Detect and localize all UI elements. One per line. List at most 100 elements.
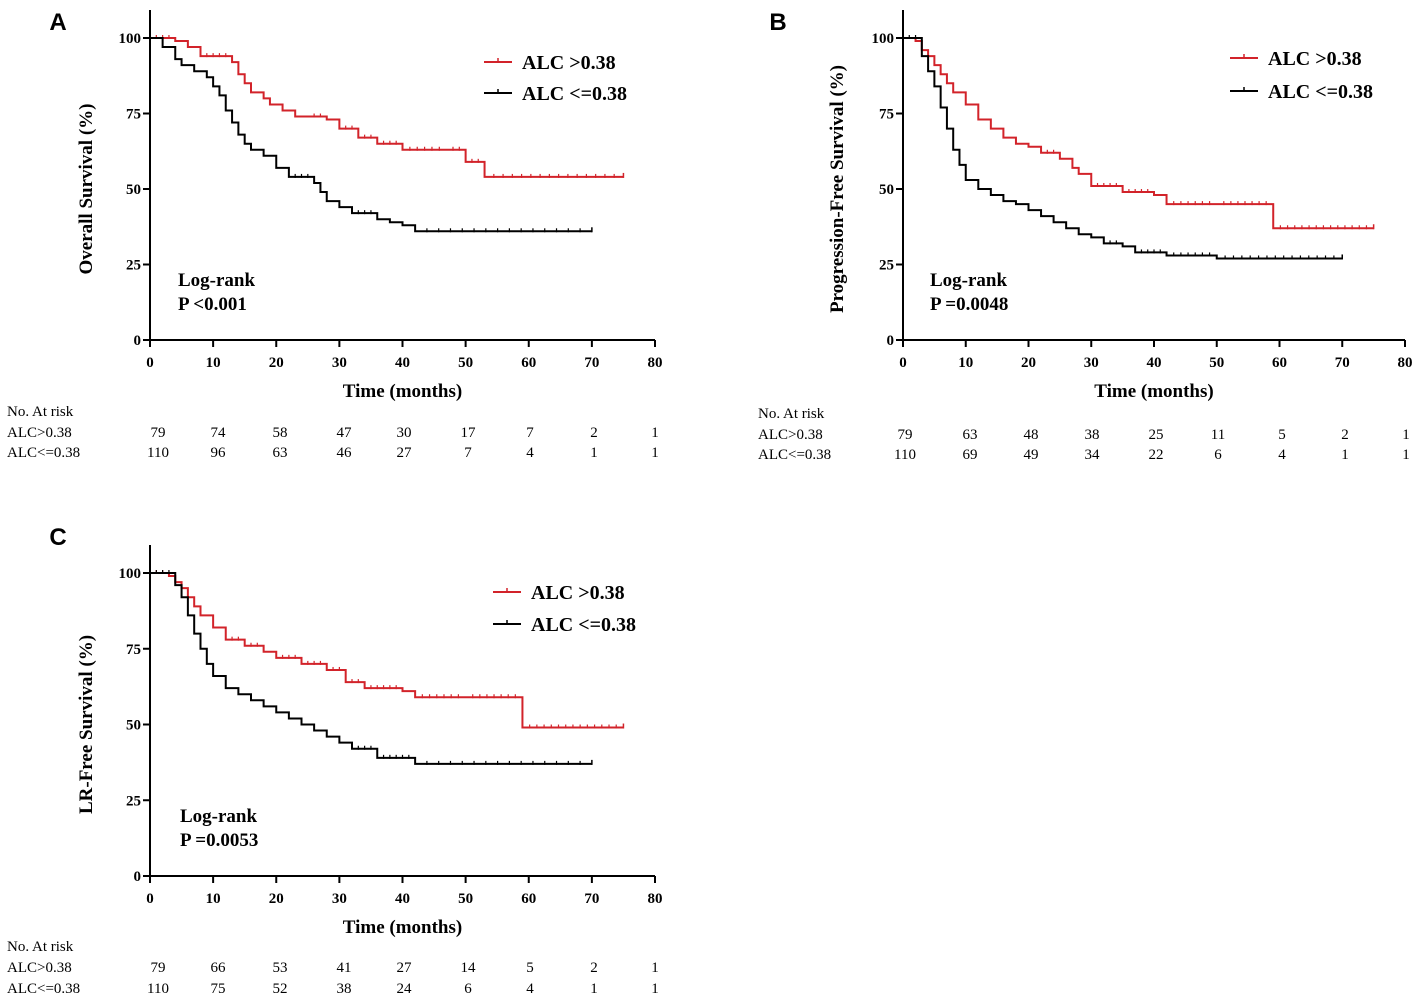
risk-value: 27 [397,445,413,461]
risk-value: 2 [590,425,598,441]
y-axis-title: LR-Free Survival (%) [76,635,97,814]
x-tick-label: 80 [1398,355,1413,371]
x-tick-label: 50 [1209,355,1224,371]
x-tick-label: 30 [332,355,347,371]
x-tick-label: 40 [1147,355,1162,371]
y-tick-label: 50 [879,182,894,198]
legend-label: ALC >0.38 [531,582,625,604]
risk-value: 75 [211,981,226,997]
risk-value: 1 [1402,447,1410,463]
panel-letter: B [769,9,786,36]
x-tick-label: 10 [206,355,221,371]
x-tick-label: 60 [521,355,536,371]
legend-label: ALC <=0.38 [522,83,627,105]
x-tick-label: 20 [269,891,284,907]
risk-row-label: ALC>0.38 [758,427,823,443]
risk-value: 7 [464,445,472,461]
risk-row-label: ALC<=0.38 [7,981,80,997]
risk-value: 69 [963,447,978,463]
x-tick-label: 30 [1084,355,1099,371]
risk-value: 79 [898,427,913,443]
risk-value: 6 [464,981,472,997]
risk-value: 4 [526,981,534,997]
x-tick-label: 0 [146,355,154,371]
risk-value: 79 [151,425,166,441]
x-tick-label: 30 [332,891,347,907]
risk-value: 24 [397,981,413,997]
risk-value: 1 [651,425,659,441]
risk-value: 41 [337,960,352,976]
panel-A: A 0 10 20 30 40 50 60 70 80 0 25 50 75 100 Time (months… [7,9,663,461]
risk-value: 58 [273,425,288,441]
risk-value: 49 [1024,447,1039,463]
logrank-p-value: P =0.0053 [180,830,258,851]
x-tick-label: 70 [584,355,599,371]
x-tick-label: 0 [146,891,154,907]
y-tick-label: 0 [134,869,142,885]
risk-value: 22 [1149,447,1164,463]
risk-value: 48 [1024,427,1039,443]
x-tick-label: 40 [395,355,410,371]
y-tick-label: 25 [879,258,894,274]
panel-letter: C [49,524,66,551]
risk-value: 53 [273,960,288,976]
x-tick-label: 40 [395,891,410,907]
risk-value: 1 [590,981,598,997]
logrank-p-value: P =0.0048 [930,294,1008,315]
x-tick-label: 50 [458,355,473,371]
risk-value: 110 [147,445,169,461]
risk-value: 11 [1211,427,1225,443]
risk-value: 52 [273,981,288,997]
y-axis-title: Progression-Free Survival (%) [827,65,848,313]
x-tick-label: 80 [648,355,663,371]
x-tick-label: 50 [458,891,473,907]
y-tick-label: 50 [126,182,141,198]
risk-value: 63 [273,445,288,461]
y-tick-label: 100 [872,31,895,47]
risk-value: 14 [461,960,477,976]
risk-value: 1 [1402,427,1410,443]
logrank-label: Log-rank [930,270,1008,291]
risk-value: 46 [337,445,353,461]
x-tick-label: 0 [899,355,907,371]
logrank-label: Log-rank [180,806,258,827]
risk-value: 4 [1278,447,1286,463]
survival-curve-high [150,37,624,178]
risk-value: 1 [651,445,659,461]
risk-value: 63 [963,427,978,443]
y-tick-label: 25 [126,793,141,809]
risk-row-label: ALC>0.38 [7,425,72,441]
x-tick-label: 10 [206,891,221,907]
y-axis-title: Overall Survival (%) [76,104,97,275]
risk-value: 79 [151,960,166,976]
legend-label: ALC >0.38 [1268,48,1362,70]
x-axis-title: Time (months) [343,381,462,402]
x-tick-label: 60 [1272,355,1287,371]
risk-table-title: No. At risk [758,406,825,422]
risk-row-label: ALC<=0.38 [758,447,831,463]
y-tick-label: 0 [887,333,895,349]
survival-curve-low [903,37,1343,260]
risk-row-label: ALC>0.38 [7,960,72,976]
survival-curve-high [903,37,1374,230]
legend-label: ALC >0.38 [522,52,616,74]
y-tick-label: 50 [126,718,141,734]
y-tick-label: 100 [119,31,142,47]
risk-value: 2 [590,960,598,976]
risk-value: 1 [651,960,659,976]
survival-curve-high [150,572,624,729]
risk-value: 38 [1085,427,1100,443]
risk-value: 30 [397,425,412,441]
risk-value: 96 [211,445,227,461]
y-tick-label: 100 [119,566,142,582]
logrank-label: Log-rank [178,270,256,291]
risk-value: 5 [526,960,534,976]
x-tick-label: 20 [1021,355,1036,371]
panel-letter: A [49,9,66,36]
risk-value: 110 [147,981,169,997]
risk-value: 47 [337,425,353,441]
y-tick-label: 75 [126,642,141,658]
risk-value: 110 [894,447,916,463]
